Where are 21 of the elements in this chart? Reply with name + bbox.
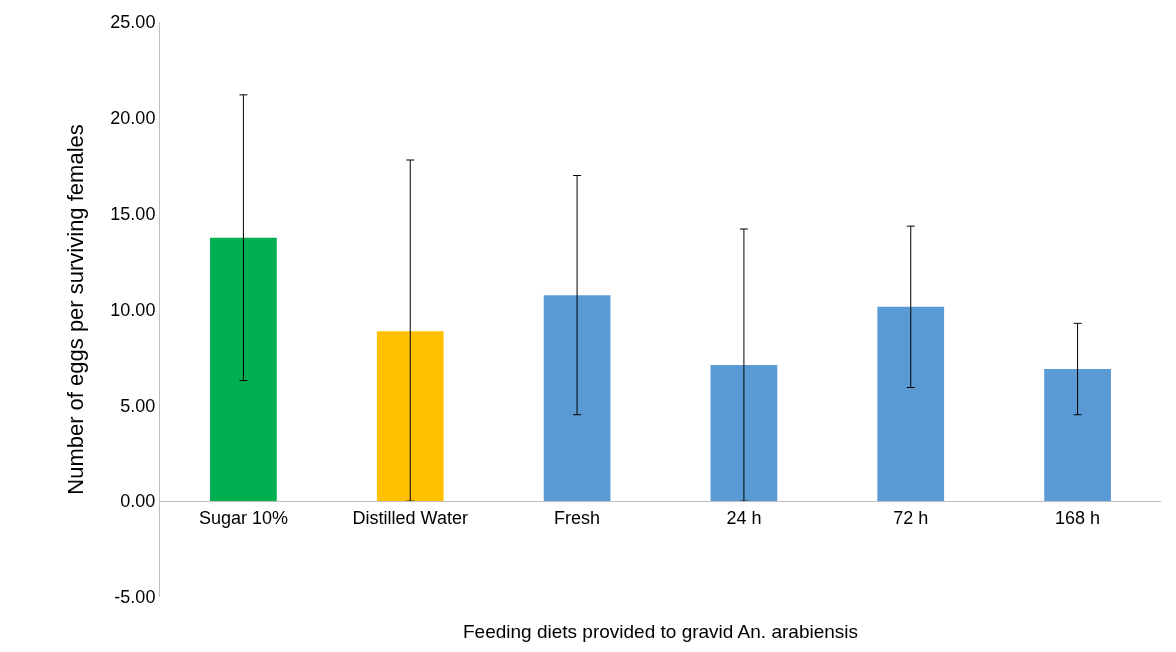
y-axis-title: Number of eggs per surviving females <box>63 124 89 495</box>
x-axis-title: Feeding diets provided to gravid An. arabiensis <box>463 621 859 642</box>
x-tick-label: Distilled Water <box>352 507 468 528</box>
y-tick-label: 20.00 <box>110 108 156 129</box>
x-tick-label: 24 h <box>726 507 762 528</box>
y-tick-label: -5.00 <box>114 587 156 608</box>
bar <box>710 365 778 502</box>
x-tick-label: Fresh <box>554 507 601 528</box>
x-tick-label: 72 h <box>893 507 929 528</box>
y-tick-label: 15.00 <box>110 203 156 224</box>
x-tick-label: Sugar 10% <box>198 507 288 528</box>
bar <box>1044 368 1111 502</box>
y-tick-label: 5.00 <box>120 395 156 416</box>
bar <box>210 237 277 502</box>
x-tick-label: 168 h <box>1055 507 1101 528</box>
y-tick-label: 25.00 <box>110 12 156 33</box>
y-tick-label: 0.00 <box>120 491 156 512</box>
bar <box>376 331 444 502</box>
y-tick-label: 10.00 <box>110 299 156 320</box>
bar <box>543 295 611 502</box>
bar <box>877 306 945 502</box>
